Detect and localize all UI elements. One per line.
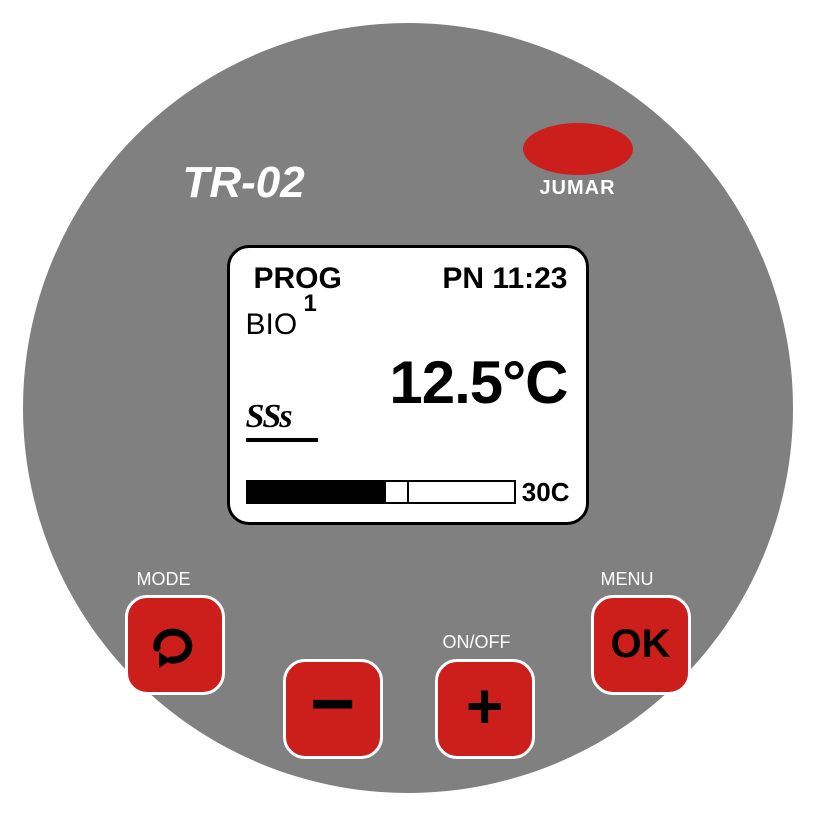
progress-fill — [248, 482, 386, 502]
prog-label: PROG — [254, 262, 342, 296]
menu-button[interactable]: OK — [591, 595, 691, 695]
brand-logo-icon — [523, 123, 633, 175]
heating-icon: SSs — [246, 398, 291, 436]
mode-button-label: MODE — [137, 569, 191, 590]
progress-bar — [246, 480, 516, 504]
progress-row: 30C — [246, 477, 570, 508]
plus-button[interactable]: + — [435, 659, 535, 759]
heating-icon-underline — [246, 438, 318, 442]
brand-name: JUMAR — [539, 177, 615, 200]
mode-button[interactable] — [125, 595, 225, 695]
progress-tick — [407, 480, 409, 504]
brand-badge: JUMAR — [523, 123, 633, 200]
progress-target-label: 30C — [522, 477, 570, 508]
return-icon — [145, 620, 205, 670]
clock-readout: PN 11:23 — [442, 262, 567, 296]
ok-text: OK — [611, 622, 671, 667]
lcd-screen: PROG PN 11:23 1 BIO 12.5°C SSs 30C — [227, 245, 589, 525]
model-label: TR-02 — [183, 158, 305, 208]
onoff-button-label: ON/OFF — [443, 632, 511, 653]
menu-button-label: MENU — [601, 569, 654, 590]
mode-indicator: BIO — [244, 308, 298, 342]
device-faceplate: TR-02 JUMAR PROG PN 11:23 1 BIO 12.5°C S… — [23, 23, 793, 793]
temperature-readout: 12.5°C — [389, 348, 567, 417]
minus-button[interactable]: − — [283, 659, 383, 759]
